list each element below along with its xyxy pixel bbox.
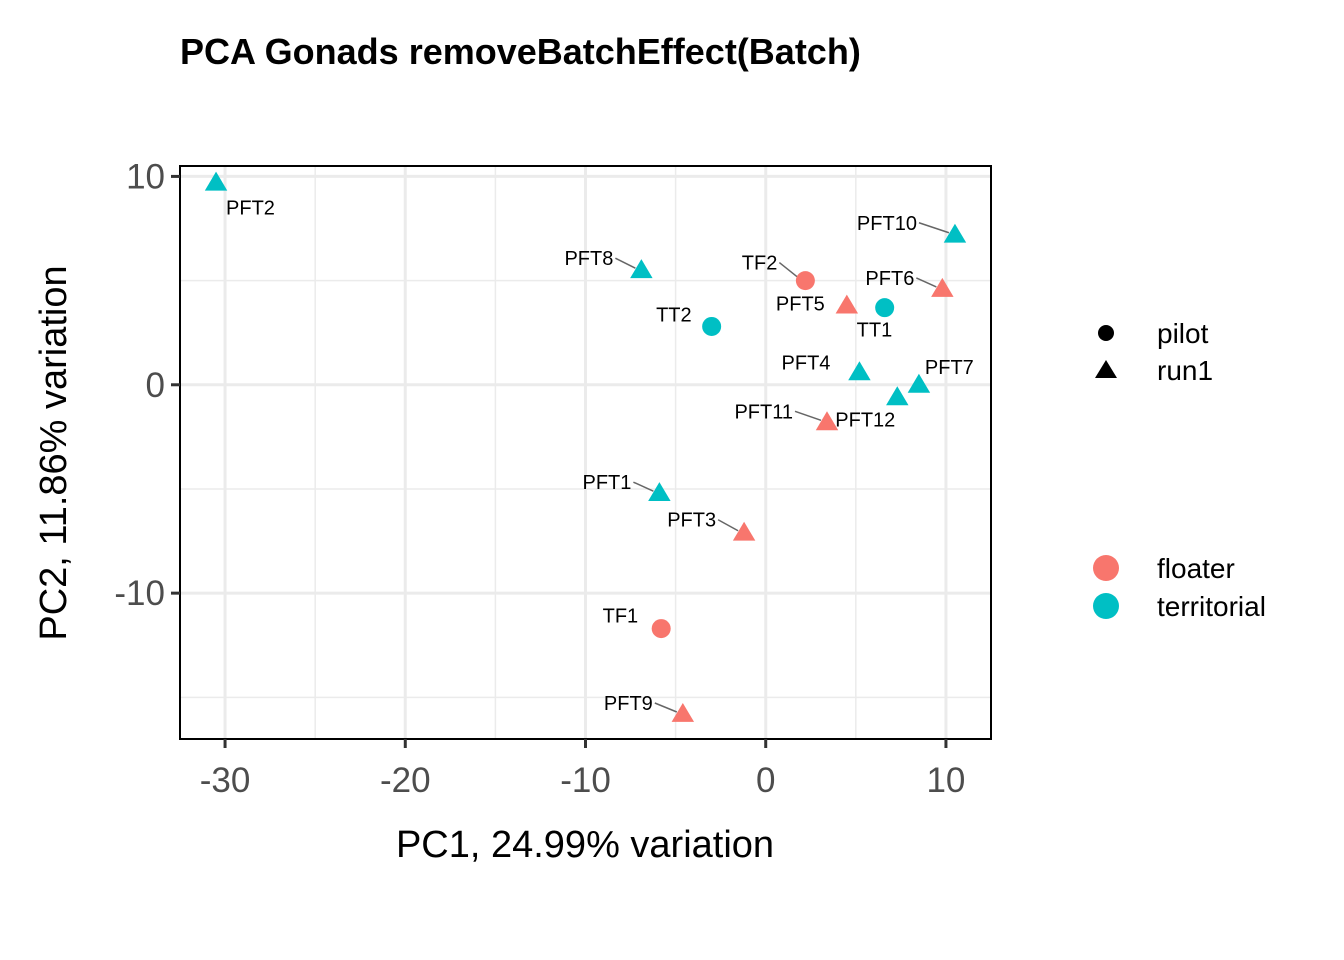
leader-pft10 xyxy=(918,222,950,234)
y-tick-label: 10 xyxy=(126,157,165,196)
x-axis-title: PC1, 24.99% variation xyxy=(396,824,774,866)
label-pft10: PFT10 xyxy=(857,213,917,235)
leader-pft11 xyxy=(794,410,822,421)
x-tick-label: 0 xyxy=(756,761,775,800)
label-pft9: PFT9 xyxy=(604,693,653,715)
point-pft12 xyxy=(886,386,909,406)
legend-key-floater xyxy=(1093,555,1119,581)
label-tf1: TF1 xyxy=(603,606,639,628)
label-pft1: PFT1 xyxy=(582,472,631,494)
label-pft6: PFT6 xyxy=(865,268,914,290)
x-tick-label: 10 xyxy=(926,761,965,800)
point-pft9 xyxy=(671,702,695,722)
point-tf2 xyxy=(795,271,815,291)
leader-pft6 xyxy=(916,277,937,288)
point-pft2 xyxy=(204,171,228,191)
leader-pft3 xyxy=(717,519,739,532)
point-pft11 xyxy=(815,411,839,431)
leader-pft1 xyxy=(633,481,654,492)
point-pft1 xyxy=(648,482,671,502)
legend-label-pilot: pilot xyxy=(1157,318,1209,349)
label-tt2: TT2 xyxy=(656,304,692,326)
label-pft3: PFT3 xyxy=(667,510,716,532)
point-pft6 xyxy=(931,277,954,297)
y-tick-label: -10 xyxy=(114,574,165,613)
label-pft4: PFT4 xyxy=(782,352,831,374)
axis-ticks: -30 -20 -10 0 10 10 0 -10 xyxy=(114,157,965,800)
label-pft12: PFT12 xyxy=(835,409,895,431)
legend-label-floater: floater xyxy=(1157,553,1235,584)
label-tf2: TF2 xyxy=(742,253,778,275)
legend-key-pilot xyxy=(1098,325,1114,341)
point-pft7 xyxy=(907,373,931,393)
grid-lines xyxy=(180,166,991,739)
point-labels: PFT2 PFT10 PFT8 TF2 PFT6 PFT5 TT1 TT2 PFT4 PFT7 PF… xyxy=(226,198,974,715)
label-tt1: TT1 xyxy=(857,320,893,342)
point-tt1 xyxy=(875,298,895,318)
point-pft5 xyxy=(835,294,859,314)
y-axis-title: PC2, 11.86% variation xyxy=(33,265,75,640)
label-pft11: PFT11 xyxy=(734,401,793,423)
point-pft3 xyxy=(732,521,756,541)
label-pft5: PFT5 xyxy=(776,294,825,316)
label-pft8: PFT8 xyxy=(564,248,613,270)
label-leaders xyxy=(615,222,950,713)
point-pft4 xyxy=(848,361,871,381)
legend-key-run1 xyxy=(1095,360,1117,378)
legend: pilot run1 floater territorial xyxy=(1093,318,1266,622)
point-tt2 xyxy=(702,316,722,336)
x-tick-label: -10 xyxy=(560,761,611,800)
chart-title: PCA Gonads removeBatchEffect(Batch) xyxy=(180,31,861,72)
point-pft10 xyxy=(943,223,967,243)
legend-label-territorial: territorial xyxy=(1157,591,1266,622)
leader-tf2 xyxy=(778,262,800,280)
x-tick-label: -20 xyxy=(380,761,431,800)
label-pft7: PFT7 xyxy=(925,357,974,379)
legend-key-territorial xyxy=(1093,593,1119,619)
leader-pft9 xyxy=(654,702,678,713)
leader-pft8 xyxy=(615,257,636,269)
point-pft8 xyxy=(630,259,653,279)
label-pft2: PFT2 xyxy=(226,198,275,220)
point-tf1 xyxy=(651,619,671,639)
x-tick-label: -30 xyxy=(200,761,251,800)
legend-label-run1: run1 xyxy=(1157,355,1213,386)
data-points xyxy=(204,171,967,722)
y-tick-label: 0 xyxy=(146,366,165,405)
